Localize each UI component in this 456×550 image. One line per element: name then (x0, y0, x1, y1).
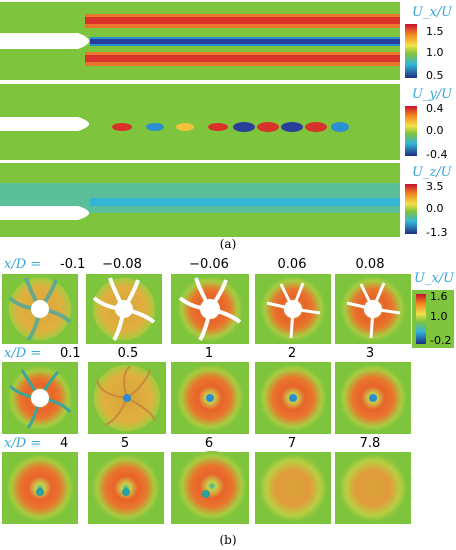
row1-val3: −0.06 (189, 257, 229, 272)
row2-val4: 2 (288, 346, 296, 361)
svg-text:-1.3: -1.3 (426, 226, 447, 239)
colorbar-ux: U_x/U 1.5 1.0 0.5 (405, 5, 453, 82)
row1-val5: 0.08 (356, 257, 385, 272)
slice-row1-col4 (255, 274, 331, 344)
panel-a-uy (0, 84, 400, 160)
row2-xlabel: x/D = (4, 346, 41, 361)
svg-text:U_y/U: U_y/U (412, 87, 453, 102)
slice-row2-col1 (2, 362, 78, 434)
slice-row3-col2 (88, 452, 164, 524)
svg-text:-0.4: -0.4 (426, 148, 447, 161)
slice-row3-col5 (335, 452, 411, 524)
slice-row1-col3 (171, 274, 249, 344)
slice-row2-col3 (171, 362, 249, 434)
svg-text:0.0: 0.0 (426, 124, 444, 137)
row2-val2: 0.5 (118, 346, 139, 361)
row1-val2: −0.08 (102, 257, 142, 272)
row1-val4: 0.06 (278, 257, 307, 272)
svg-text:1.0: 1.0 (426, 46, 444, 59)
slice-row3-col4 (255, 452, 331, 524)
part-b-label: (b) (219, 533, 236, 547)
slice-row1-col1 (2, 274, 78, 344)
row2-val1: 0.1 (60, 346, 81, 361)
slice-row1-col2 (86, 274, 162, 344)
svg-text:1.5: 1.5 (426, 25, 444, 38)
slice-row3-col3 (171, 451, 249, 524)
svg-text:U_z/U: U_z/U (412, 165, 453, 180)
svg-text:0.4: 0.4 (426, 102, 444, 115)
row3-val4: 7 (288, 436, 296, 451)
slice-row2-col4 (255, 362, 331, 434)
row3-val2: 5 (121, 436, 129, 451)
slice-row2-col2 (88, 362, 166, 434)
row3-val5: 7.8 (360, 436, 381, 451)
row3-val1: 4 (60, 436, 68, 451)
svg-text:0.0: 0.0 (426, 202, 444, 215)
row1-val1: -0.1 (60, 257, 85, 272)
svg-text:1.0: 1.0 (430, 310, 448, 323)
svg-text:1.6: 1.6 (430, 290, 448, 303)
panel-a-ux (0, 2, 400, 80)
part-a-label: (a) (220, 237, 237, 251)
row3-xlabel: x/D = (4, 436, 41, 451)
svg-text:U_x/U: U_x/U (412, 5, 453, 20)
panel-a-uz (0, 163, 400, 237)
slice-row1-col5 (335, 274, 411, 344)
svg-text:0.5: 0.5 (426, 69, 444, 82)
slice-row2-col5 (335, 362, 411, 434)
row1-xlabel: x/D = (4, 257, 41, 272)
row2-val5: 3 (366, 346, 374, 361)
colorbar-uz: U_z/U 3.5 0.0 -1.3 (405, 165, 453, 239)
slice-row3-col1 (2, 452, 78, 524)
colorbar-uy: U_y/U 0.4 0.0 -0.4 (405, 87, 453, 161)
row2-val3: 1 (205, 346, 213, 361)
colorbar-b: U_x/U 1.6 1.0 -0.2 (412, 271, 455, 348)
svg-text:3.5: 3.5 (426, 180, 444, 193)
svg-text:-0.2: -0.2 (430, 334, 451, 347)
svg-text:U_x/U: U_x/U (414, 271, 455, 286)
row3-val3: 6 (205, 436, 213, 451)
